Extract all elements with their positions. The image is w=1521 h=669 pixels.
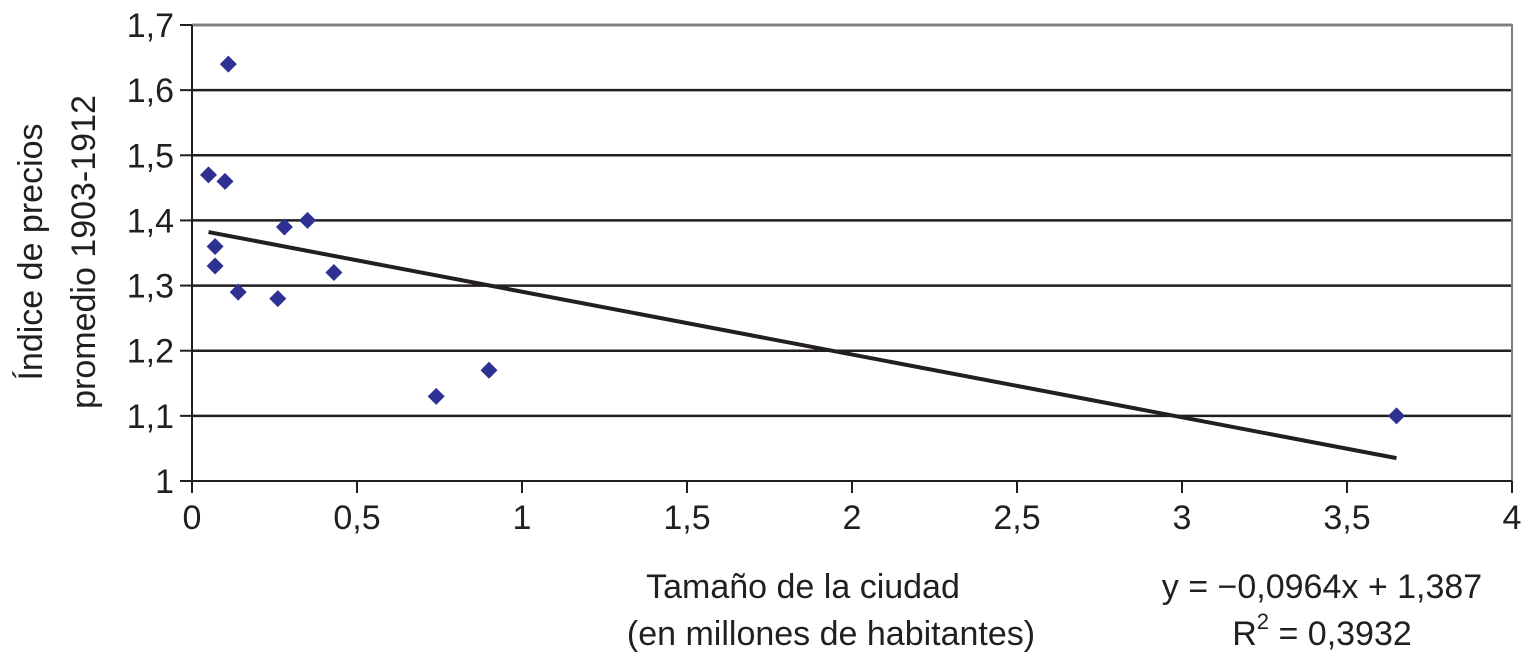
- x-tick-label: 3,5: [1323, 499, 1370, 537]
- x-axis-ticks: 0 0,5 1 1,5 2 2,5 3 3,5 4: [183, 481, 1521, 537]
- r-squared-prefix: R: [1232, 615, 1257, 653]
- y-tick-label: 1,1: [127, 398, 174, 436]
- x-tick-label: 2,5: [993, 499, 1040, 537]
- plot-area: [191, 24, 1513, 482]
- x-tick-label: 0: [183, 499, 202, 537]
- y-axis-ticks: 1 1,1 1,2 1,3 1,4 1,5 1,6 1,7: [127, 7, 192, 501]
- x-tick-label: 2: [843, 499, 862, 537]
- r-squared: R2 = 0,3932: [1232, 609, 1412, 653]
- regression-equation: y = −0,0964x + 1,387: [1162, 568, 1482, 606]
- x-axis-title-line2: (en millones de habitantes): [627, 615, 1035, 653]
- x-axis-title-line1: Tamaño de la ciudad: [646, 568, 960, 606]
- x-tick-label: 1: [513, 499, 532, 537]
- data-point: [216, 172, 234, 190]
- gridlines: [192, 23, 1512, 418]
- r-squared-value: = 0,3932: [1269, 615, 1412, 653]
- x-tick-label: 4: [1503, 499, 1521, 537]
- data-point: [200, 166, 217, 184]
- data-point: [206, 237, 224, 255]
- y-tick-label: 1,4: [127, 202, 174, 240]
- y-tick-label: 1: [155, 463, 174, 501]
- y-axis-title-line2: promedio 1903-1912: [65, 95, 103, 409]
- data-point: [1388, 407, 1405, 425]
- x-tick-label: 1,5: [663, 499, 710, 537]
- y-axis-title-line1: Índice de precios: [12, 123, 50, 380]
- data-point: [427, 387, 445, 405]
- trendline: [208, 230, 1397, 461]
- data-point: [229, 283, 247, 301]
- data-point: [206, 257, 224, 275]
- data-point: [325, 264, 343, 282]
- r-squared-superscript: 2: [1257, 609, 1269, 634]
- data-point: [269, 290, 287, 308]
- x-tick-label: 3: [1173, 499, 1192, 537]
- x-tick-label: 0,5: [333, 499, 380, 537]
- y-tick-label: 1,3: [127, 268, 174, 306]
- data-points: [200, 55, 1405, 425]
- y-tick-label: 1,6: [127, 72, 174, 110]
- y-tick-label: 1,5: [127, 137, 174, 175]
- data-point: [480, 361, 498, 379]
- data-point: [299, 211, 316, 229]
- y-tick-label: 1,2: [127, 333, 174, 371]
- data-point: [219, 55, 237, 73]
- y-tick-label: 1,7: [127, 7, 174, 45]
- data-point: [275, 218, 293, 236]
